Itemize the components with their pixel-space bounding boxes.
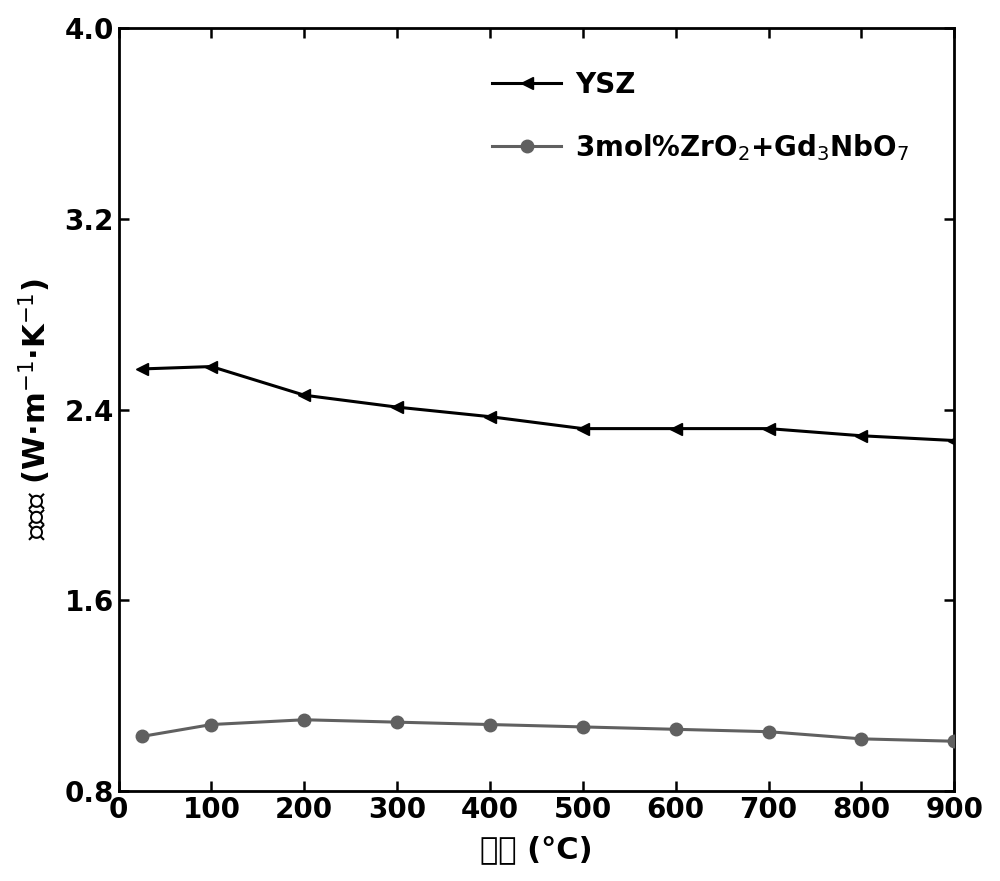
YSZ xyxy=(670,423,682,433)
Line: YSZ: YSZ xyxy=(135,360,961,447)
3mol%ZrO$_2$+Gd$_3$NbO$_7$ xyxy=(298,714,310,725)
3mol%ZrO$_2$+Gd$_3$NbO$_7$ xyxy=(484,719,496,729)
YSZ xyxy=(205,361,217,372)
3mol%ZrO$_2$+Gd$_3$NbO$_7$ xyxy=(670,724,682,735)
Y-axis label: 热导率 (W·m$^{-1}$·K$^{-1}$): 热导率 (W·m$^{-1}$·K$^{-1}$) xyxy=(17,278,53,540)
YSZ xyxy=(763,423,775,433)
YSZ xyxy=(855,431,867,441)
3mol%ZrO$_2$+Gd$_3$NbO$_7$ xyxy=(855,734,867,744)
Legend: YSZ, 3mol%ZrO$_2$+Gd$_3$NbO$_7$: YSZ, 3mol%ZrO$_2$+Gd$_3$NbO$_7$ xyxy=(478,57,924,177)
3mol%ZrO$_2$+Gd$_3$NbO$_7$ xyxy=(577,722,589,732)
YSZ xyxy=(577,423,589,433)
YSZ xyxy=(136,364,148,374)
YSZ xyxy=(948,435,960,446)
YSZ xyxy=(298,390,310,401)
3mol%ZrO$_2$+Gd$_3$NbO$_7$ xyxy=(205,719,217,729)
YSZ xyxy=(484,411,496,422)
3mol%ZrO$_2$+Gd$_3$NbO$_7$ xyxy=(136,731,148,742)
3mol%ZrO$_2$+Gd$_3$NbO$_7$ xyxy=(948,736,960,746)
X-axis label: 温度 (°C): 温度 (°C) xyxy=(480,835,593,864)
3mol%ZrO$_2$+Gd$_3$NbO$_7$ xyxy=(763,727,775,737)
YSZ xyxy=(391,402,403,412)
3mol%ZrO$_2$+Gd$_3$NbO$_7$ xyxy=(391,717,403,728)
Line: 3mol%ZrO$_2$+Gd$_3$NbO$_7$: 3mol%ZrO$_2$+Gd$_3$NbO$_7$ xyxy=(135,714,961,747)
